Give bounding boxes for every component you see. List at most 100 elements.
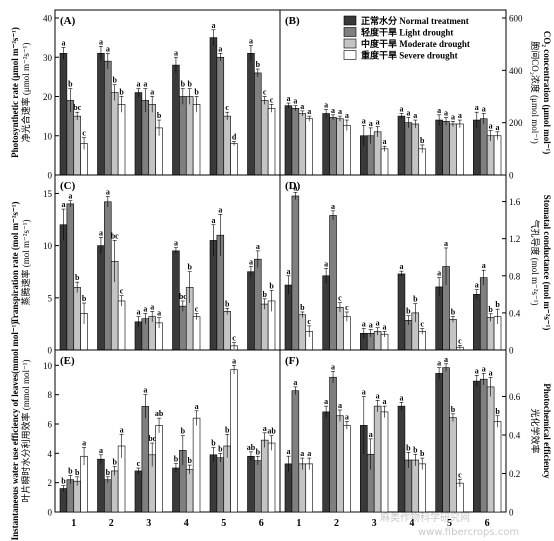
bar	[254, 258, 262, 351]
y-tick-label: 0	[509, 171, 514, 181]
y-axis-label-cn: 气孔导度 (mol m⁻²s⁻¹)	[530, 220, 541, 306]
y-axis-label-cn: 叶片瞬时水分利用效率 (mmol mol⁻¹)	[20, 360, 31, 503]
bar	[322, 411, 330, 513]
significance-letter: b	[420, 449, 425, 458]
bar	[73, 480, 81, 513]
watermark-line1: 麻类作物科学研究网	[380, 511, 470, 524]
bar	[442, 367, 450, 513]
y-axis-label-cn: 净光合速率 (μmol m⁻²s⁻¹)	[20, 43, 31, 143]
bar	[134, 92, 143, 176]
y-tick-label: 5	[48, 293, 53, 303]
bar	[291, 195, 300, 351]
significance-letter: a	[263, 424, 267, 433]
significance-letter: b	[75, 468, 80, 477]
significance-letter: a	[338, 107, 342, 116]
significance-letter: c	[137, 459, 141, 468]
bar	[247, 271, 255, 351]
bar	[329, 215, 337, 351]
legend-label: 中度干旱 Moderate drought	[361, 38, 470, 49]
significance-letter: c	[120, 287, 124, 296]
significance-letter: b	[211, 438, 216, 447]
significance-letter: ab	[247, 443, 256, 452]
significance-letter: c	[82, 129, 86, 138]
significance-letter: a	[331, 362, 335, 371]
y-axis-label-en: Photochemical efficiency	[542, 383, 552, 479]
bar	[373, 405, 382, 513]
y-axis-label-en: CO₂ concentration (μmol mol⁻¹)	[542, 31, 552, 154]
significance-letter: b	[406, 443, 411, 452]
legend-swatch	[343, 50, 357, 60]
significance-letter: b	[61, 477, 66, 486]
significance-letter: a	[331, 106, 335, 115]
bar	[230, 369, 238, 513]
bar	[267, 107, 276, 176]
significance-letter: a	[345, 111, 349, 120]
significance-letter: a	[444, 108, 448, 117]
y-tick-label: 0.8	[509, 271, 521, 281]
y-tick-label: 0	[509, 508, 514, 518]
panel-6: (F) 0 0.2 0.4 0.6 光化学效率 Photochemical efficien…	[279, 349, 552, 529]
significance-letter: b	[495, 300, 500, 309]
bar	[59, 488, 68, 513]
significance-letter: b	[420, 136, 425, 145]
bar	[449, 417, 457, 513]
panel-label: (C)	[60, 180, 76, 192]
significance-letter: a	[143, 80, 147, 89]
x-tick-label: 5	[221, 518, 226, 529]
bar	[486, 135, 495, 176]
significance-letter: a	[143, 386, 147, 395]
significance-letter: a	[211, 21, 215, 30]
watermark-line2: www.fibercrops.com	[418, 527, 519, 538]
significance-letter: a	[300, 102, 304, 111]
significance-letter: c	[263, 88, 267, 97]
significance-letter: b	[218, 444, 223, 453]
significance-letter: a	[376, 319, 380, 328]
panel-3: (C) 0 5 10 15 蒸腾速率 (mol m⁻²s⁻¹)Transpiration …	[10, 174, 281, 356]
y-tick-label: 20	[43, 92, 53, 102]
panel-frame	[54, 9, 281, 176]
significance-letter: a	[174, 239, 178, 248]
bar	[172, 467, 180, 513]
significance-letter: a	[406, 108, 410, 117]
bar	[209, 454, 218, 513]
bar	[442, 121, 450, 176]
significance-letter: b	[406, 307, 411, 316]
significance-letter: b	[112, 458, 117, 467]
significance-letter: a	[106, 44, 110, 53]
bar	[223, 115, 231, 176]
bar	[473, 294, 481, 351]
significance-letter: a	[106, 188, 110, 197]
x-tick-label: 2	[334, 518, 339, 529]
significance-letter: a	[444, 355, 448, 364]
bar	[291, 390, 300, 513]
bar	[185, 96, 194, 176]
significance-letter: a	[307, 449, 311, 458]
panel-2: (B) 0 200 400 600 胞间CO₂浓度 (μmol mol⁻¹) CO₂ con…	[279, 9, 552, 181]
significance-letter: a	[369, 119, 373, 128]
bar	[449, 123, 457, 176]
bar	[397, 115, 406, 176]
bar	[260, 303, 269, 351]
significance-letter: a	[338, 401, 342, 410]
significance-letter: a	[99, 228, 103, 237]
bar	[260, 100, 269, 176]
significance-letter: a	[99, 446, 103, 455]
x-tick-label: 2	[109, 518, 114, 529]
bar	[59, 224, 68, 351]
y-tick-label: 200	[509, 118, 523, 128]
bar	[336, 415, 344, 513]
bar	[298, 113, 307, 176]
significance-letter: b	[187, 263, 192, 272]
significance-letter: a	[362, 116, 366, 125]
y-tick-label: 1.6	[509, 197, 521, 207]
panel-label: (F)	[285, 355, 299, 367]
significance-letter: a	[232, 356, 236, 365]
y-tick-label: 10	[43, 241, 53, 251]
bar	[456, 123, 464, 176]
x-tick-label: 4	[184, 518, 189, 529]
significance-letter: a	[249, 36, 253, 45]
bar	[479, 118, 488, 176]
significance-letter: a	[383, 322, 387, 331]
significance-letter: a	[82, 438, 86, 447]
significance-letter: c	[458, 470, 462, 479]
